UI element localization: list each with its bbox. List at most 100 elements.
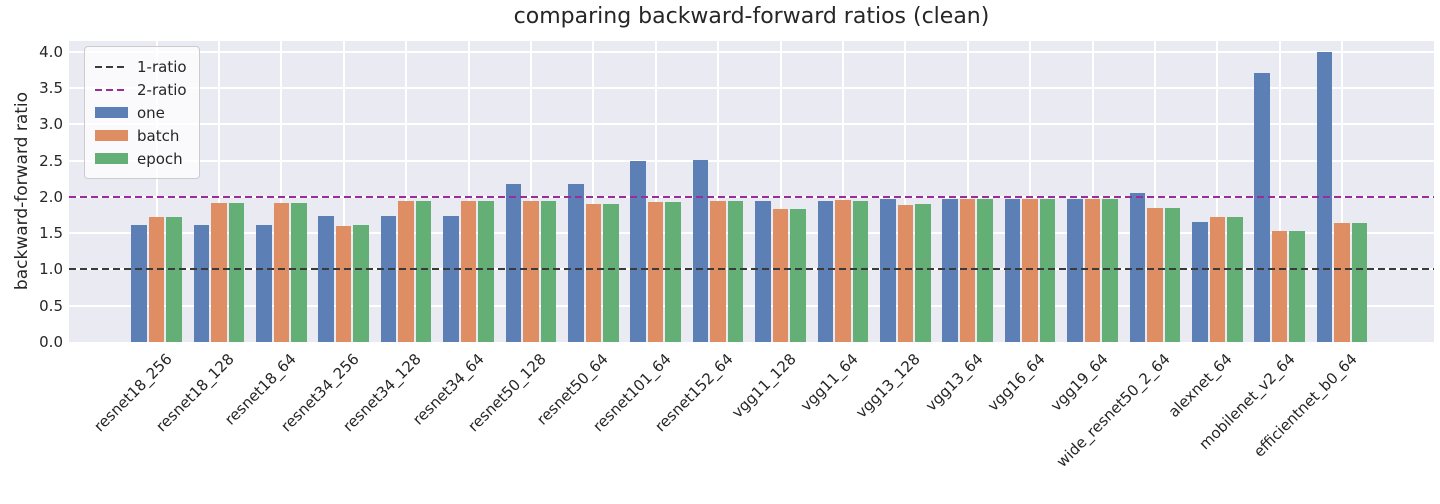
y-tick-label: 4.0 [39,42,63,61]
bar-batch-vgg13_64 [959,199,976,342]
bar-batch-resnet34_128 [398,200,414,342]
v-gridline [280,41,283,342]
v-gridline [405,41,408,342]
v-gridline [841,41,844,342]
bar-one-resnet50_64 [568,183,584,342]
x-tick-label: vgg19_64 [1046,350,1112,415]
legend-item-batch: batch [95,124,187,147]
chart-title: comparing backward-forward ratios (clean… [513,4,990,29]
v-gridline [779,41,782,342]
bar-batch-resnet152_64 [710,200,726,342]
bar-epoch-vgg13_128 [915,204,931,342]
legend-label: one [137,103,165,122]
bar-epoch-efficientnet_b0_64 [1351,223,1368,342]
bar-one-resnet18_64 [256,224,272,342]
legend-item-1-ratio: 1-ratio [95,55,187,78]
v-gridline [1153,41,1156,342]
bar-batch-efficientnet_b0_64 [1334,223,1350,342]
legend-color-swatch [95,130,128,141]
y-tick-label: 3.5 [39,79,63,98]
bar-epoch-resnet50_128 [540,200,557,342]
y-tick-label: 0.5 [39,296,63,315]
bar-epoch-resnet34_64 [478,200,494,342]
bar-batch-resnet18_64 [273,202,290,342]
bar-batch-resnet18_256 [148,217,165,342]
x-tick-label: efficientnet_b0_64 [1250,350,1361,461]
y-tick-label: 0.0 [39,333,63,351]
bar-batch-vgg13_128 [897,204,914,342]
legend-item-one: one [95,101,187,124]
v-gridline [217,41,220,342]
h-gridline-3.0 [69,123,1434,126]
legend-label: batch [137,126,180,145]
bar-epoch-resnet152_64 [727,200,744,342]
bar-one-vgg11_128 [755,200,771,342]
bar-epoch-resnet34_256 [353,224,369,342]
h-gridline-2.5 [69,159,1434,162]
legend: 1-ratio 2-ratio one batch epoch [84,46,200,179]
bar-batch-resnet18_128 [211,202,227,342]
x-tick-label: vgg13_64 [921,350,987,415]
h-gridline-1.5 [69,232,1434,235]
bar-epoch-vgg11_128 [790,208,806,342]
v-gridline [654,41,657,342]
bar-batch-vgg19_64 [1084,199,1101,342]
legend-label: 2-ratio [137,80,187,99]
v-gridline [592,41,595,342]
bar-epoch-alexnet_64 [1227,217,1243,342]
bar-batch-resnet50_128 [523,200,539,342]
v-gridline [904,41,907,342]
plot-area: 1-ratio 2-ratio one batch epoch [69,41,1434,342]
bar-one-vgg11_64 [817,200,834,342]
y-tick-label: 2.0 [39,187,63,206]
legend-label: 1-ratio [137,57,187,76]
bar-epoch-mobilenet_v2_64 [1289,231,1305,342]
bar-epoch-wide_resnet50_2_64 [1164,207,1181,342]
v-gridline [1029,41,1032,342]
bar-epoch-vgg16_64 [1039,199,1056,342]
bar-batch-vgg11_128 [772,208,789,342]
legend-item-2-ratio: 2-ratio [95,78,187,101]
bar-batch-wide_resnet50_2_64 [1147,207,1163,342]
bar-one-resnet34_256 [318,215,334,342]
v-gridline [1278,41,1281,342]
h-gridline-4.0 [69,50,1434,53]
bar-batch-alexnet_64 [1209,217,1226,342]
bar-epoch-resnet18_128 [228,202,245,342]
x-tick-label: vgg13_128 [852,350,925,422]
bar-one-vgg16_64 [1004,199,1021,342]
bar-batch-resnet50_64 [585,204,602,342]
bar-one-vgg13_64 [942,199,958,342]
bar-batch-mobilenet_v2_64 [1271,231,1288,342]
ref-line-2-ratio [69,195,1434,198]
legend-color-swatch [95,153,128,164]
bar-epoch-resnet34_128 [415,200,432,342]
v-gridline [966,41,969,342]
bar-epoch-vgg13_64 [977,199,993,342]
y-tick-label: 2.5 [39,151,63,170]
legend-item-epoch: epoch [95,147,187,170]
v-gridline [1091,41,1094,342]
bar-epoch-resnet101_64 [665,202,681,342]
v-gridline [529,41,532,342]
bar-one-mobilenet_v2_64 [1254,72,1270,342]
legend-dashed-line-swatch [95,88,128,91]
bar-one-resnet18_128 [193,224,210,342]
h-gridline-0.5 [69,304,1434,307]
bar-epoch-vgg11_64 [852,200,869,342]
v-gridline [1341,41,1344,342]
x-tick-label: vgg11_64 [796,350,862,415]
bar-batch-vgg16_64 [1022,199,1038,342]
bar-one-resnet152_64 [692,159,709,342]
y-tick-label: 1.0 [39,260,63,279]
legend-color-swatch [95,107,128,118]
x-tick-label: vgg11_128 [727,350,800,422]
bar-epoch-resnet18_64 [291,202,307,342]
bar-one-alexnet_64 [1192,222,1208,342]
bar-one-vgg13_128 [880,199,896,342]
bar-one-resnet18_256 [131,224,147,342]
y-tick-label: 1.5 [39,224,63,243]
bar-epoch-vgg19_64 [1102,199,1118,342]
bar-epoch-resnet50_64 [603,204,619,342]
